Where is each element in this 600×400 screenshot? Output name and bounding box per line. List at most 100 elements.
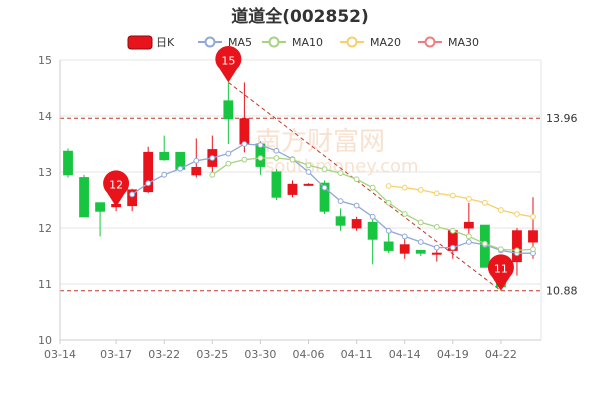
y-tick-label: 10 [38, 334, 52, 347]
ma20-point [449, 192, 456, 199]
ma10-point [385, 199, 392, 206]
legend-item[interactable]: 日K [127, 35, 175, 50]
legend-swatch-dot [346, 36, 358, 48]
x-tick-label: 03-25 [196, 348, 228, 361]
ma5-point [353, 202, 360, 209]
x-tick-label: 04-11 [341, 348, 373, 361]
x-tick-label: 04-22 [485, 348, 517, 361]
candle [335, 208, 346, 231]
pin-label: 12 [109, 179, 123, 192]
legend-label: MA5 [228, 36, 252, 49]
ma5-point [177, 165, 184, 172]
candle-body [512, 230, 522, 263]
candle-body [319, 182, 330, 212]
candle-body [159, 151, 170, 161]
x-tick-label: 03-17 [100, 348, 132, 361]
candle [431, 250, 442, 262]
candle [271, 169, 282, 200]
candle-body [239, 118, 250, 145]
x-tick-label: 04-06 [293, 348, 325, 361]
ma10-point [369, 184, 376, 191]
ma10-point [225, 160, 232, 167]
y-tick-label: 12 [38, 222, 52, 235]
ma5-point [145, 180, 152, 187]
ma5-point [433, 244, 440, 251]
y-tick-label: 13 [38, 166, 52, 179]
ma10-point [273, 155, 280, 161]
candle [351, 216, 362, 231]
ma5-point [241, 141, 248, 147]
candle [415, 249, 426, 256]
ma5-point [385, 227, 392, 234]
ma10-point [353, 176, 360, 183]
ma10-point [289, 156, 296, 163]
reference-label: 10.88 [546, 285, 578, 298]
ma10-point [209, 171, 216, 178]
price-pin: 11 [487, 254, 514, 291]
legend-item[interactable]: MA30 [418, 36, 479, 49]
legend-swatch-dot [204, 36, 216, 48]
ma10-point [417, 219, 424, 226]
candle [287, 180, 298, 198]
ma20-point [385, 183, 392, 189]
candle-body [223, 100, 234, 120]
y-axis: 10 11 12 13 14 15 [38, 54, 61, 347]
moving-averages [129, 141, 536, 257]
ma5-point [129, 191, 136, 198]
x-tick-label: 04-14 [389, 348, 421, 361]
y-tick-label: 14 [38, 110, 52, 123]
ma20-point [401, 184, 408, 191]
candle [79, 174, 89, 218]
candle [383, 230, 394, 254]
candle [223, 82, 234, 144]
candle-body [351, 219, 362, 229]
ma5-point [465, 239, 472, 245]
legend-item[interactable]: MA5 [198, 36, 252, 49]
price-pin: 12 [103, 170, 130, 207]
candle-body [79, 177, 89, 218]
grid [60, 59, 542, 341]
ma20-point [481, 199, 488, 206]
ma10-point [337, 170, 344, 177]
candle-body [63, 150, 73, 176]
pin-label: 11 [494, 263, 508, 276]
ma10-point [257, 155, 264, 161]
legend-item[interactable]: MA10 [262, 36, 323, 49]
candle-body [528, 230, 538, 243]
pin-label: 15 [221, 54, 235, 67]
legend-label: MA10 [292, 36, 323, 49]
candle-body [127, 189, 138, 207]
ma20-point [417, 187, 424, 193]
ma5-point [273, 147, 280, 154]
candle-body [335, 216, 346, 226]
ma10-point [321, 166, 328, 173]
legend[interactable]: 日K MA5 MA10 MA20 MA30 [127, 35, 479, 50]
ma20-point [530, 213, 536, 220]
candle-body [287, 183, 298, 195]
candle [143, 146, 154, 194]
chart-title: 道道全(002852) [231, 7, 369, 27]
legend-item[interactable]: MA20 [340, 36, 401, 49]
ma10-point [481, 240, 488, 247]
legend-swatch-candle [127, 35, 153, 50]
ma5-point [449, 244, 456, 251]
candle-body [143, 151, 154, 193]
candle [463, 202, 474, 234]
candle [303, 183, 314, 186]
candle [95, 202, 105, 237]
candle-body [367, 221, 378, 240]
ma5-point [193, 157, 200, 164]
y-tick-label: 11 [38, 278, 52, 291]
ma10-point [530, 246, 536, 253]
ma10-point [401, 211, 408, 217]
ma5-point [305, 169, 312, 175]
pin-marker [103, 170, 130, 207]
ma5-point [417, 239, 424, 245]
candle [159, 135, 170, 161]
ma10-point [514, 247, 520, 254]
x-tick-label: 03-30 [244, 348, 276, 361]
ma5-point [337, 198, 344, 205]
ma5-point [321, 184, 328, 191]
trend-line [228, 82, 502, 292]
